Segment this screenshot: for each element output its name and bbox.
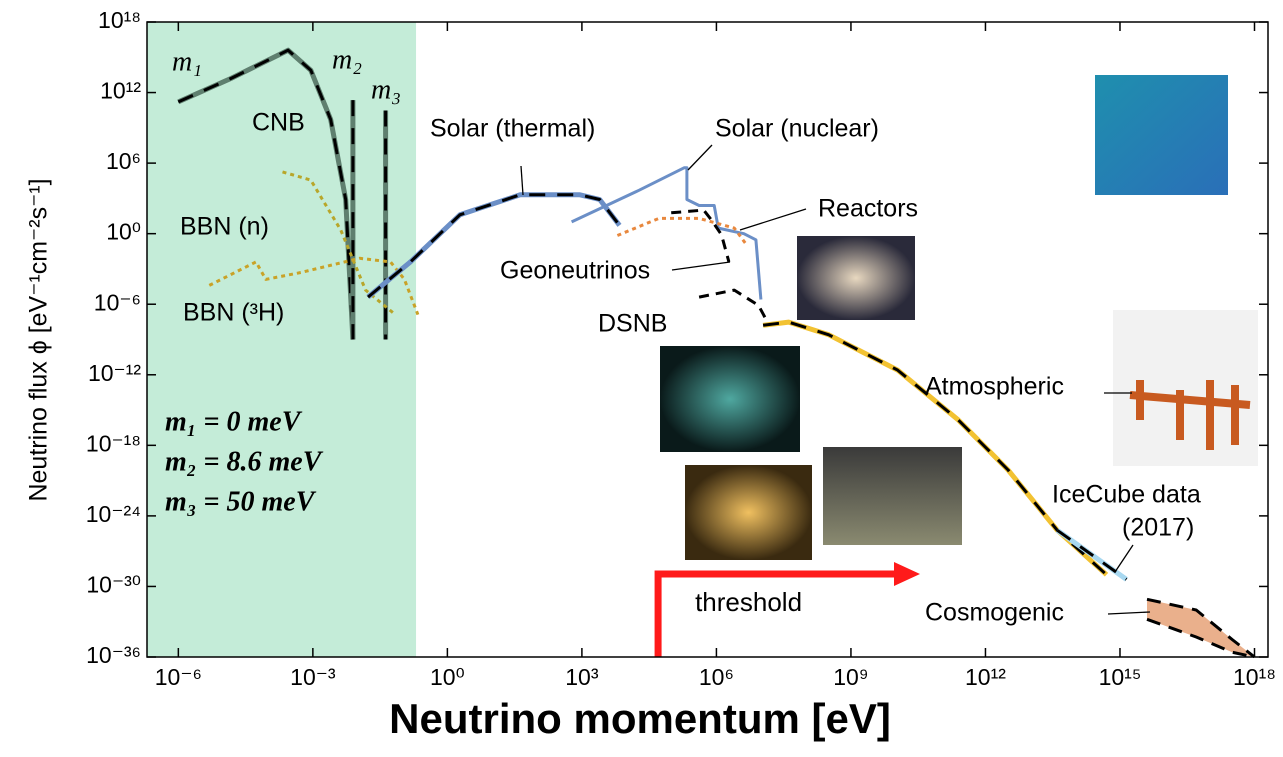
leader-line: [1115, 545, 1133, 572]
annotation: m₁: [172, 46, 202, 77]
leader-line: [521, 166, 523, 195]
y-tick-label: 10⁻¹²: [88, 360, 141, 386]
photo: [660, 346, 800, 452]
x-tick-label: 10⁻⁶: [155, 664, 202, 690]
y-tick-label: 10¹²: [100, 78, 141, 104]
photo: [685, 465, 812, 560]
annotation: Geoneutrinos: [500, 257, 650, 285]
annotation: m₃: [371, 74, 401, 105]
threshold-arrowhead: [894, 562, 920, 586]
annotation: Atmospheric: [925, 373, 1064, 401]
y-axis-label: Neutrino flux ϕ [eV⁻¹cm⁻²s⁻¹]: [25, 178, 53, 501]
x-tick-label: 10⁶: [699, 664, 734, 690]
mass-value: m₂ = 8.6 meV: [165, 446, 324, 477]
series-line: [699, 290, 769, 325]
annotation: CNB: [252, 109, 305, 137]
annotation: m₂: [332, 44, 362, 75]
annotation: Solar (nuclear): [715, 115, 879, 143]
annotation: Solar (thermal): [430, 115, 595, 143]
x-tick-label: 10⁹: [833, 664, 868, 690]
mass-value: m₃ = 50 meV: [165, 486, 317, 517]
leader-line: [688, 145, 712, 170]
annotation: Cosmogenic: [925, 599, 1064, 627]
leader-line: [1108, 612, 1150, 614]
chart: 10⁻⁶ 10⁻³ 10⁰ 10³ 10⁶ 10⁹ 10¹² 10¹⁵ 10¹⁸ 10¹⁸ 10¹²…: [0, 0, 1283, 757]
leader-line: [672, 262, 730, 270]
annotation: (2017): [1122, 514, 1194, 542]
y-tick-label: 10⁶: [106, 148, 141, 174]
y-tick-label: 10⁻³⁶: [86, 642, 141, 668]
x-tick-label: 10¹⁵: [1099, 664, 1142, 690]
leader-line: [740, 209, 806, 230]
y-tick-label: 10¹⁸: [98, 7, 141, 33]
annotation: Reactors: [818, 195, 918, 223]
y-tick-label: 10⁰: [106, 219, 141, 245]
threshold-label: threshold: [695, 587, 802, 617]
mass-value: m₁ = 0 meV: [165, 406, 303, 437]
x-axis-label: Neutrino momentum [eV]: [389, 695, 891, 742]
annotation: BBN (n): [180, 213, 269, 241]
x-tick-label: 10⁰: [430, 664, 465, 690]
photo: [1095, 75, 1228, 195]
series-line: [617, 218, 747, 245]
annotation: DSNB: [598, 310, 667, 338]
annotation: BBN (³H): [183, 299, 284, 327]
y-tick-label: 10⁻⁶: [94, 289, 141, 315]
x-tick-label: 10⁻³: [290, 664, 336, 690]
x-tick-label: 10³: [565, 664, 599, 690]
x-tick-label: 10¹²: [965, 664, 1006, 690]
annotation: IceCube data: [1052, 481, 1201, 509]
y-tick-label: 10⁻²⁴: [86, 501, 141, 527]
band: [1147, 599, 1255, 657]
photo: [797, 236, 915, 320]
y-tick-label: 10⁻³⁰: [86, 572, 141, 598]
photo: [823, 447, 962, 545]
x-tick-label: 10¹⁸: [1233, 664, 1276, 690]
y-tick-label: 10⁻¹⁸: [86, 430, 141, 456]
